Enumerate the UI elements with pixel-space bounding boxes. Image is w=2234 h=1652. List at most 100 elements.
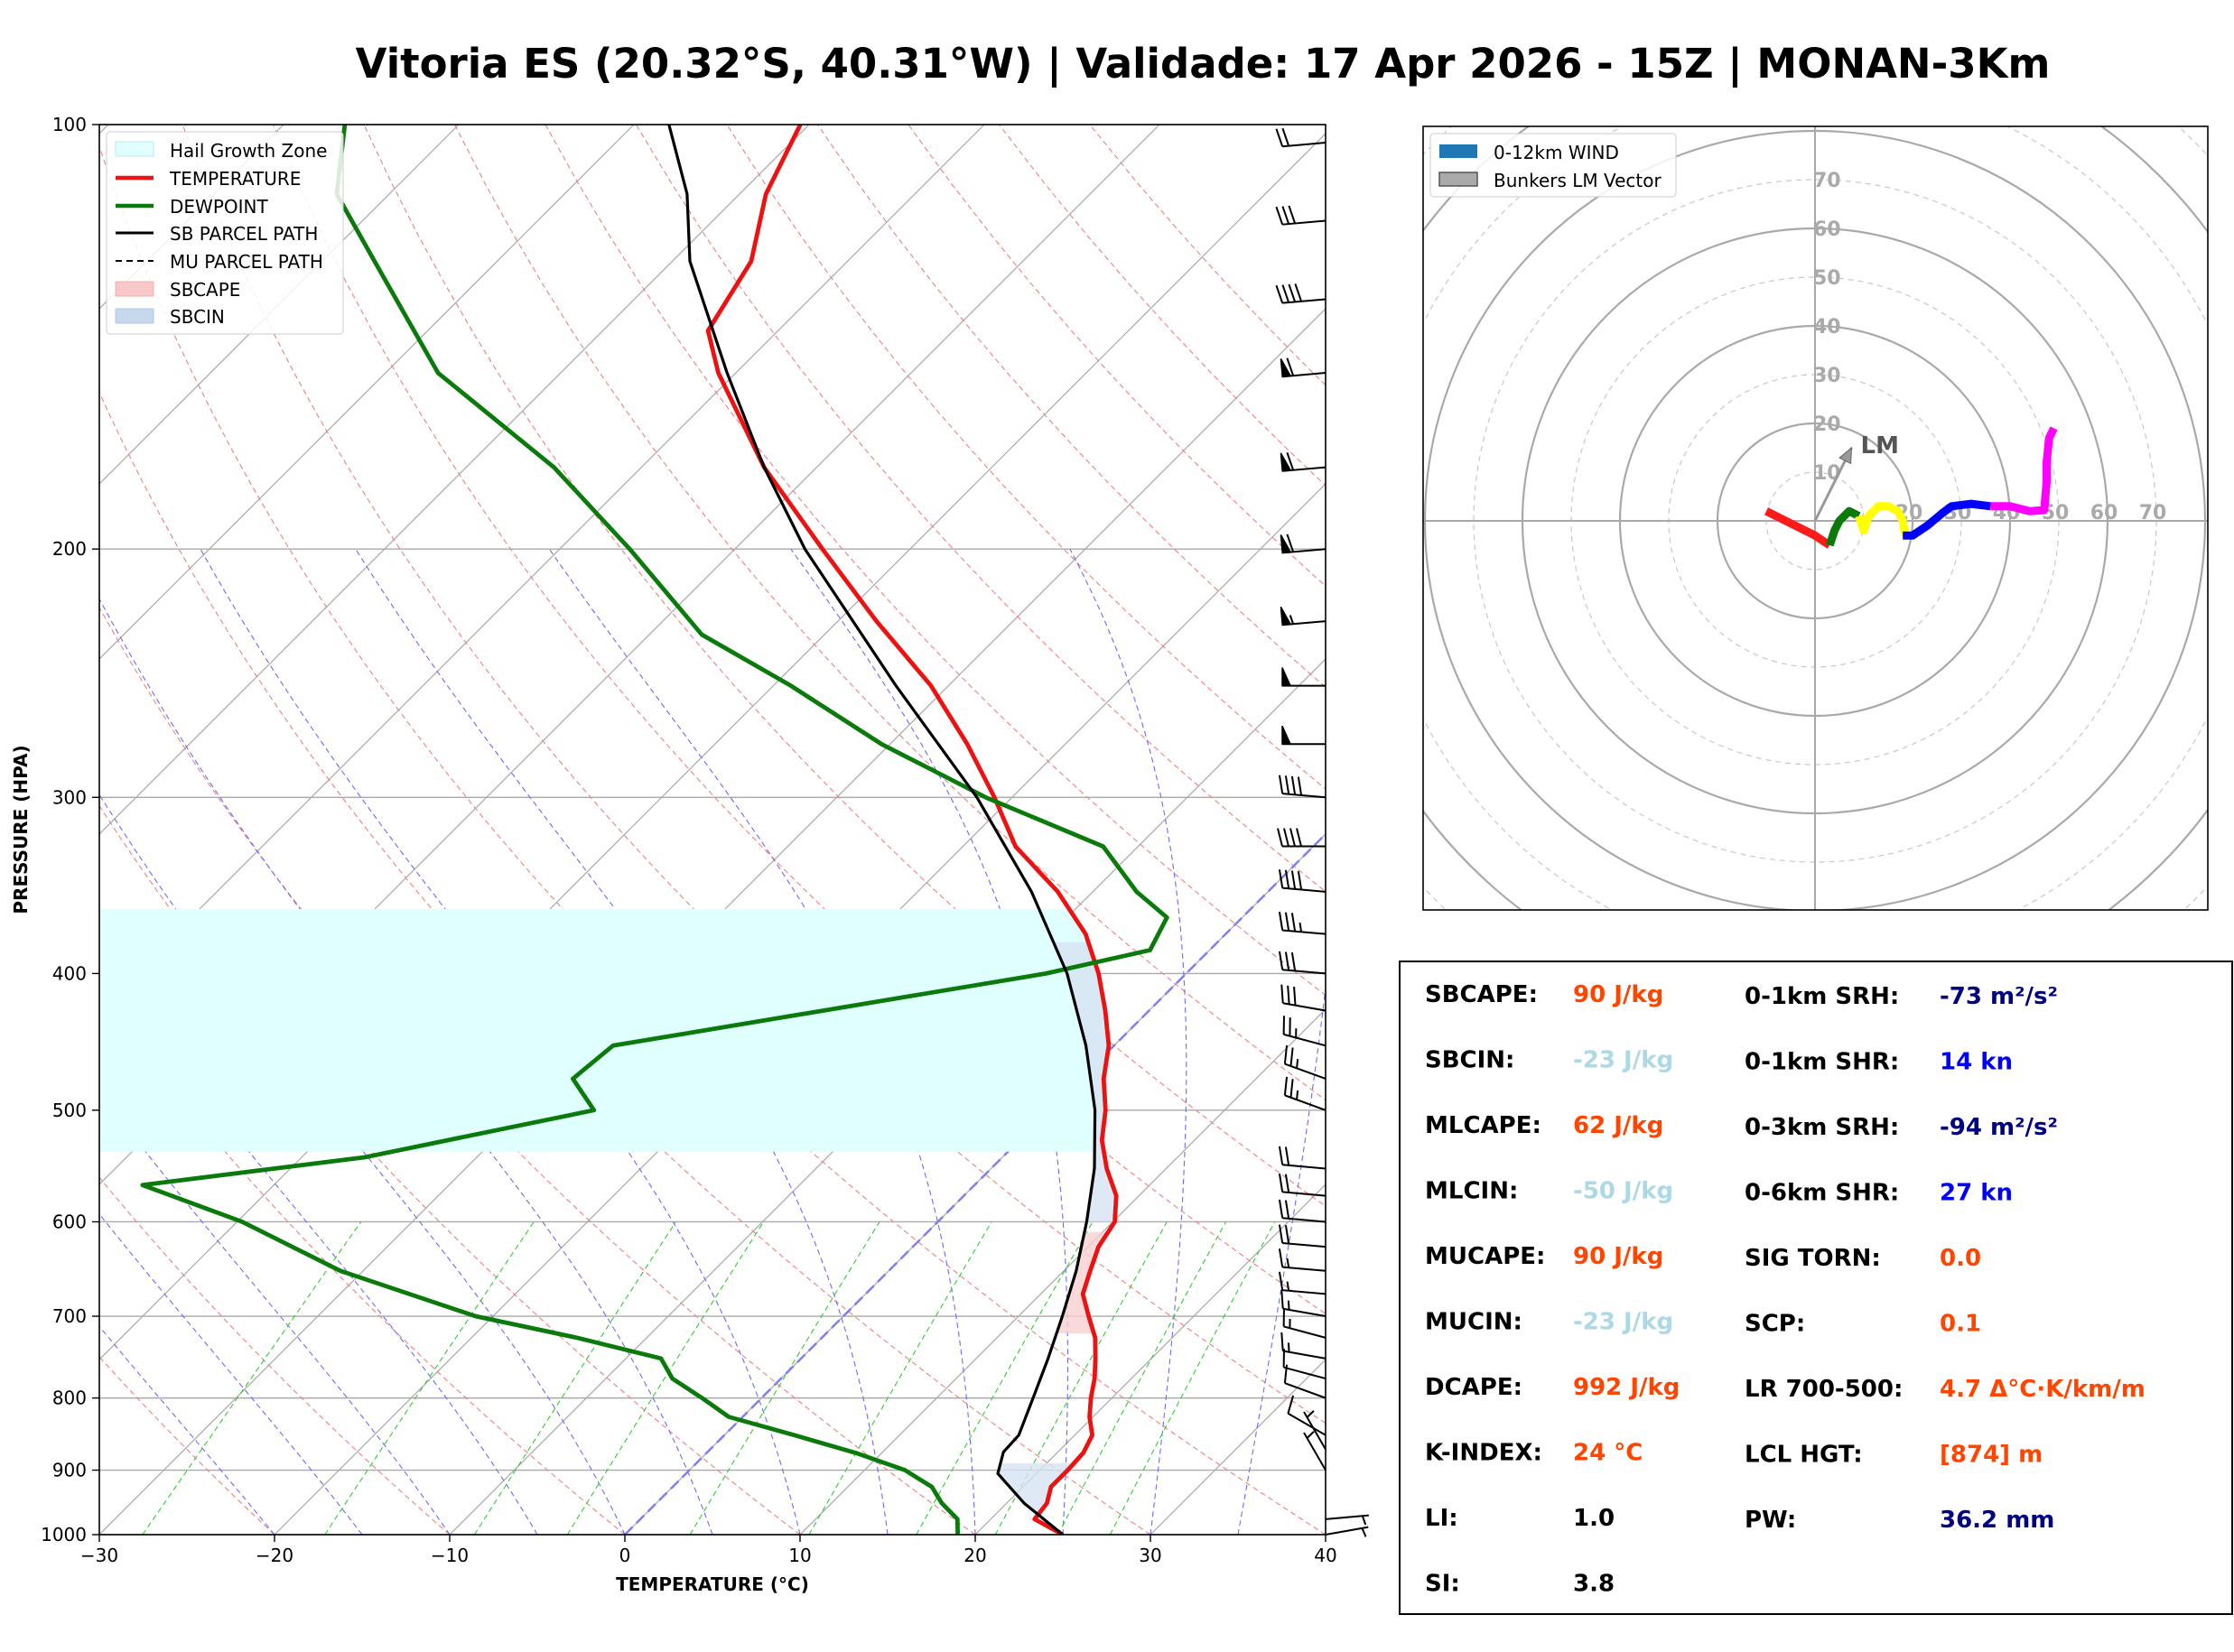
moist-adiabat [1237,983,1326,1535]
index-value: 27 kn [1940,1180,2013,1207]
index-value: 1.0 [1573,1505,1615,1532]
index-label: LI: [1425,1505,1458,1532]
hodograph-ring-label: 60 [2090,502,2118,524]
isotherm-line [99,125,985,1010]
legend-label-temperature: TEMPERATURE [169,168,301,190]
wind-barb [1278,951,1326,975]
legend-label-sbcape: SBCAPE [170,279,240,301]
legend-label-sb-parcel: SB PARCEL PATH [170,223,318,245]
index-label: PW: [1745,1507,1796,1534]
hodograph-ring-label: 40 [1813,316,1841,339]
mixing-ratio-line [142,1221,362,1535]
dry-adiabat [99,804,801,1535]
wind-barb [1282,1349,1326,1380]
wind-barb [1325,1514,1369,1526]
skewt-y-ticks: 1000 900 800 700 600 500 400 300 200 100 [41,114,99,1545]
skewt-x-axis-title: TEMPERATURE (°C) [616,1573,809,1595]
wind-barb [1281,667,1326,687]
x-tick-label: 40 [1314,1545,1336,1566]
mixing-ratio-line [808,1221,992,1535]
dry-adiabat [99,391,1151,1535]
isotherm-line [99,125,810,835]
index-label: SBCAPE: [1425,981,1538,1008]
dry-adiabat [636,125,1326,893]
wind-barb [1280,984,1326,1012]
y-tick-label: 700 [52,1305,87,1327]
wind-barb [1277,828,1326,848]
dry-adiabat [454,125,1326,1101]
bunkers-lm-label: LM [1861,432,1899,459]
hail-growth-zone-fill [99,908,1109,1152]
moist-adiabat [99,953,538,1535]
wind-barb [1280,534,1326,554]
wind-barb [1278,1271,1326,1295]
isotherm-line [799,1008,1326,1535]
legend-swatch-sbcin [115,308,154,324]
isotherm-line [99,125,635,660]
index-value: -73 m²/s² [1940,983,2058,1010]
dry-adiabat [545,125,1326,997]
wind-barb [1278,1224,1326,1248]
legend-swatch-bunkers [1438,172,1478,187]
legend-label-sbcin: SBCIN [170,306,225,328]
wind-barb [1278,1248,1326,1272]
isotherm-line [99,125,460,485]
series-temperature [705,125,1119,1535]
wind-barb [1282,1307,1326,1339]
wind-barb [1278,1173,1326,1197]
y-tick-label: 400 [52,962,87,984]
figure-title: Vitoria ES (20.32°S, 40.31°W) | Validade… [356,40,2051,88]
x-tick-label: 0 [619,1545,631,1566]
hodograph-ring-label: 20 [1813,413,1841,436]
wind-barbs [1275,127,1369,1537]
moist-adiabat [99,794,626,1535]
skewt-fills [99,908,1117,1532]
wind-barb [1278,775,1326,799]
wind-barb [1282,1016,1326,1047]
wind-barb [1280,357,1326,378]
isotherm-line [99,133,1326,1360]
index-label: MLCIN: [1425,1178,1518,1205]
wind-barb [1278,869,1326,893]
bunkers-lm-arrowhead [1838,446,1853,465]
sbcape-fill [1056,1231,1109,1334]
hodograph-legend-box [1429,133,1677,198]
index-value: 90 J/kg [1573,1243,1663,1270]
indices-panel: SBCAPE: 90 J/kg SBCIN: -23 J/kg MLCAPE: 62 J/… [1399,961,2233,1615]
hodograph-data: LM [1764,426,2058,549]
index-value: 90 J/kg [1573,981,1663,1008]
index-label: SBCIN: [1425,1047,1514,1074]
wind-barb [1303,1431,1326,1471]
wind-barb [1275,283,1326,304]
index-value: 62 J/kg [1573,1112,1663,1139]
mixing-ratio-line [689,1221,880,1535]
legend-swatch-wind [1439,144,1477,158]
index-label: K-INDEX: [1425,1440,1542,1467]
legend-label-hail-zone: Hail Growth Zone [170,140,327,162]
hodograph-segment-3-6km [1855,502,1910,536]
hodograph-segment-9-12km [1990,426,2058,515]
dry-adiabat [99,993,626,1535]
index-label: SCP: [1745,1311,1805,1338]
index-value: -94 m²/s² [1940,1114,2058,1141]
wind-barb [1325,1526,1369,1537]
mixing-ratio-line [1109,1221,1276,1535]
hodograph-segment-0-1km [1764,507,1832,549]
index-label: 0-3km SRH: [1745,1114,1899,1141]
index-value: 0.1 [1940,1311,1981,1338]
isotherm-line [449,658,1326,1535]
skewt-x-ticks: −30 −20 −10 0 10 20 30 40 [80,1535,1337,1566]
x-tick-label: −10 [431,1545,469,1566]
index-label: SIG TORN: [1745,1245,1881,1272]
y-tick-label: 800 [52,1387,87,1409]
wind-barb [1275,205,1326,226]
dry-adiabat [99,144,1326,1535]
index-label: LCL HGT: [1745,1442,1863,1469]
wind-barb [1278,1146,1326,1170]
hodograph-ring-label: 70 [1813,170,1841,192]
index-value: [874] m [1940,1442,2043,1469]
wind-barb [1280,1332,1326,1360]
